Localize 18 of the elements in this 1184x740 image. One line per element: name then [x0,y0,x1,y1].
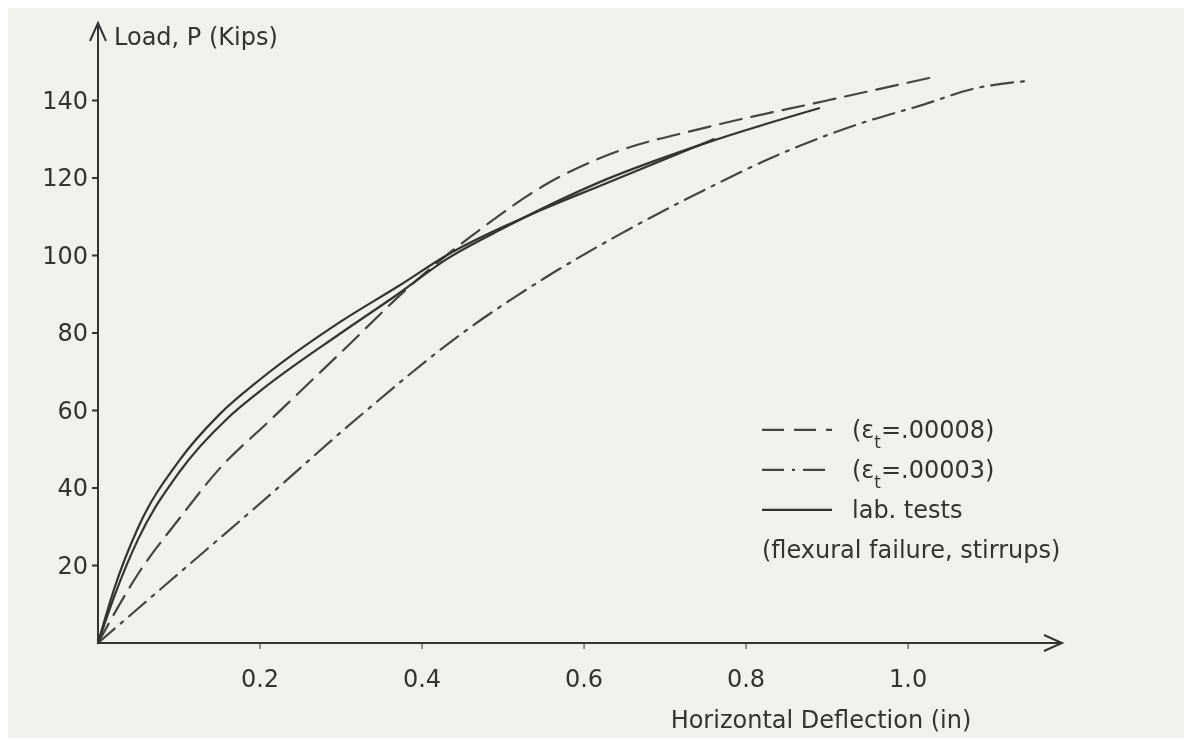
legend-label: lab. tests [852,496,963,525]
annotation: (flexural failure, stirrups) [762,536,1061,565]
y-tick-label: 80 [57,319,88,348]
legend-label: (ε$_{t}$=.00003) [852,456,995,493]
y-tick-label: 120 [42,164,88,193]
legend-label: (ε$_{t}$=.00008) [852,416,995,453]
y-tick-label: 140 [42,86,88,115]
y-tick-label: 100 [42,241,88,270]
y-axis-title: Load, P (Kips) [114,23,278,51]
x-axis-title: Horizontal Deflection (in) [670,706,972,734]
y-tick-label: 20 [57,551,88,580]
x-tick-label: 1.0 [889,665,928,693]
y-tick-label: 40 [57,474,88,503]
x-tick-label: 0.6 [564,665,604,693]
x-tick-label: 0.8 [726,665,766,693]
x-tick-label: 0.2 [240,665,280,693]
y-tick-label: 60 [57,396,88,425]
x-tick-label: 0.4 [402,665,442,693]
